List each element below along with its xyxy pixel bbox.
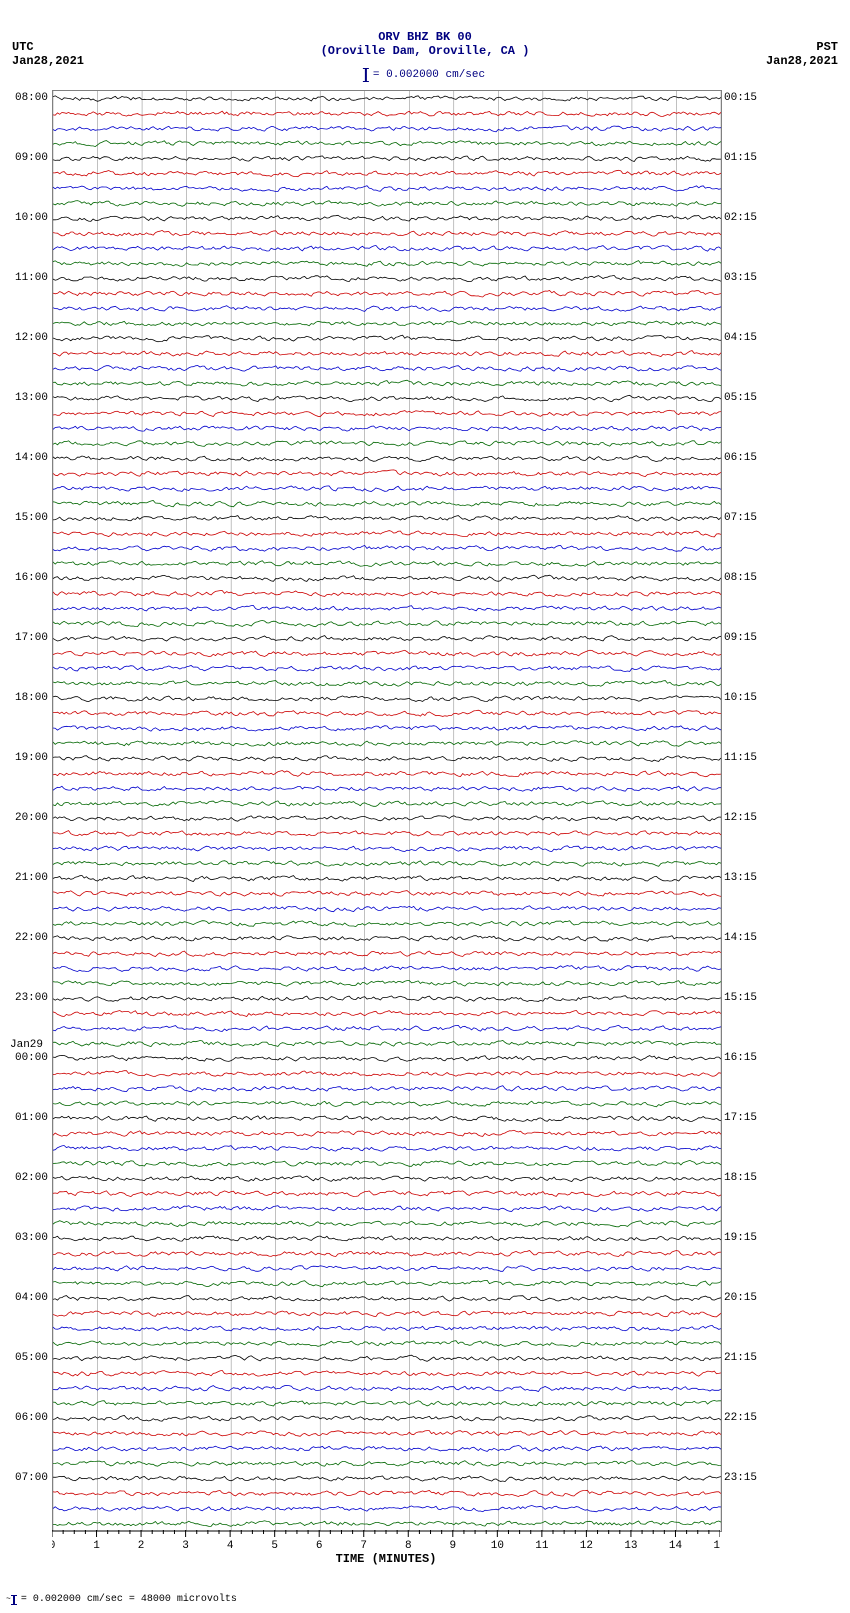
scale-bar-icon <box>365 68 367 82</box>
footer-text: = 0.002000 cm/sec = 48000 microvolts <box>21 1594 237 1605</box>
pst-time-label: 13:15 <box>724 872 757 884</box>
svg-text:2: 2 <box>138 1540 145 1550</box>
pst-time-label: 01:15 <box>724 152 757 164</box>
pst-time-label: 22:15 <box>724 1412 757 1424</box>
station-title: ORV BHZ BK 00 <box>0 30 850 44</box>
utc-time-label: 22:00 <box>10 932 48 944</box>
svg-text:14: 14 <box>669 1540 683 1550</box>
scale-indicator: = 0.002000 cm/sec <box>365 68 485 82</box>
utc-time-label: 15:00 <box>10 512 48 524</box>
utc-time-label: 21:00 <box>10 872 48 884</box>
pst-time-label: 15:15 <box>724 992 757 1004</box>
utc-time-label: 10:00 <box>10 212 48 224</box>
pst-time-label: 12:15 <box>724 812 757 824</box>
svg-text:9: 9 <box>449 1540 456 1550</box>
pst-time-label: 19:15 <box>724 1232 757 1244</box>
utc-time-label: 11:00 <box>10 272 48 284</box>
pst-time-label: 02:15 <box>724 212 757 224</box>
x-axis-ticks: 0123456789101112131415 <box>52 1530 720 1550</box>
x-axis: 0123456789101112131415 TIME (MINUTES) <box>52 1530 720 1570</box>
utc-time-label: 07:00 <box>10 1472 48 1484</box>
svg-text:12: 12 <box>580 1540 593 1550</box>
utc-time-label: 04:00 <box>10 1292 48 1304</box>
pst-time-label: 20:15 <box>724 1292 757 1304</box>
pst-time-label: 10:15 <box>724 692 757 704</box>
utc-time-label: 13:00 <box>10 392 48 404</box>
svg-text:8: 8 <box>405 1540 412 1550</box>
utc-time-label: 18:00 <box>10 692 48 704</box>
utc-time-label: 06:00 <box>10 1412 48 1424</box>
pst-time-label: 05:15 <box>724 392 757 404</box>
pst-time-label: 18:15 <box>724 1172 757 1184</box>
utc-time-label: 08:00 <box>10 92 48 104</box>
svg-text:15: 15 <box>713 1540 720 1550</box>
utc-time-label: 09:00 <box>10 152 48 164</box>
svg-text:10: 10 <box>491 1540 504 1550</box>
pst-time-label: 00:15 <box>724 92 757 104</box>
x-axis-label: TIME (MINUTES) <box>52 1552 720 1566</box>
utc-time-label: 16:00 <box>10 572 48 584</box>
scale-text: = 0.002000 cm/sec <box>373 69 485 81</box>
chart-header: ORV BHZ BK 00 (Oroville Dam, Oroville, C… <box>0 30 850 58</box>
plot-area <box>52 90 722 1532</box>
utc-time-label: 14:00 <box>10 452 48 464</box>
utc-time-label: 03:00 <box>10 1232 48 1244</box>
pst-time-label: 11:15 <box>724 752 757 764</box>
utc-time-label: 12:00 <box>10 332 48 344</box>
pst-time-label: 23:15 <box>724 1472 757 1484</box>
pst-time-label: 03:15 <box>724 272 757 284</box>
pst-time-label: 14:15 <box>724 932 757 944</box>
utc-time-label: 17:00 <box>10 632 48 644</box>
utc-time-label: 19:00 <box>10 752 48 764</box>
pst-time-label: 16:15 <box>724 1052 757 1064</box>
pst-time-label: 08:15 <box>724 572 757 584</box>
svg-text:4: 4 <box>227 1540 234 1550</box>
svg-text:7: 7 <box>360 1540 367 1550</box>
pst-time-label: 09:15 <box>724 632 757 644</box>
svg-text:1: 1 <box>93 1540 100 1550</box>
utc-date-label: Jan29 <box>10 1039 43 1051</box>
svg-text:11: 11 <box>535 1540 549 1550</box>
utc-time-label: 05:00 <box>10 1352 48 1364</box>
footer-scale-bar-icon <box>13 1595 15 1605</box>
svg-text:13: 13 <box>624 1540 637 1550</box>
utc-time-label: 00:00 <box>10 1052 48 1064</box>
svg-text:0: 0 <box>52 1540 55 1550</box>
seismogram-container: UTC Jan28,2021 PST Jan28,2021 ORV BHZ BK… <box>0 0 850 1613</box>
pst-time-label: 06:15 <box>724 452 757 464</box>
utc-time-label: 01:00 <box>10 1112 48 1124</box>
svg-text:5: 5 <box>271 1540 278 1550</box>
svg-text:6: 6 <box>316 1540 323 1550</box>
pst-time-label: 21:15 <box>724 1352 757 1364</box>
location-title: (Oroville Dam, Oroville, CA ) <box>0 44 850 58</box>
seismogram-svg <box>53 91 721 1531</box>
pst-time-label: 04:15 <box>724 332 757 344</box>
svg-text:3: 3 <box>182 1540 189 1550</box>
pst-time-label: 17:15 <box>724 1112 757 1124</box>
pst-time-label: 07:15 <box>724 512 757 524</box>
utc-time-label: 02:00 <box>10 1172 48 1184</box>
utc-time-label: 20:00 <box>10 812 48 824</box>
footer-scale: ~ = 0.002000 cm/sec = 48000 microvolts <box>6 1594 237 1605</box>
utc-time-label: 23:00 <box>10 992 48 1004</box>
